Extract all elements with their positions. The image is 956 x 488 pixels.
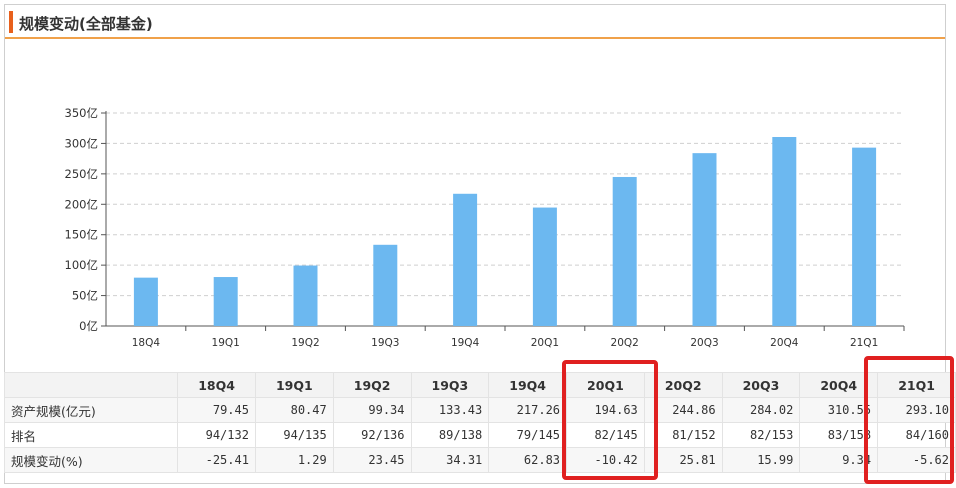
bar-19q1 bbox=[213, 277, 238, 326]
table-row: 规模变动(%) -25.41 1.29 23.45 34.31 62.83 -10.42 25… bbox=[3, 447, 956, 473]
panel-header: 规模变动(全部基金) bbox=[5, 5, 945, 39]
table-cell: 94/135 bbox=[254, 422, 334, 448]
row-label: 资产规模(亿元) bbox=[3, 397, 179, 423]
y-tick-label: 100亿 bbox=[65, 258, 98, 272]
table-cell: -5.62 bbox=[877, 447, 956, 473]
y-tick-label: 0亿 bbox=[79, 319, 98, 333]
x-tick-label: 19Q3 bbox=[371, 337, 399, 349]
column-header: 18Q4 bbox=[177, 372, 256, 398]
highlight-box-21q1 bbox=[864, 356, 954, 484]
table-cell: 89/138 bbox=[410, 422, 490, 448]
table-cell: 15.99 bbox=[721, 447, 801, 473]
bar-20q1 bbox=[532, 207, 557, 326]
table-cell: 62.83 bbox=[488, 447, 568, 473]
table-cell: -25.41 bbox=[177, 447, 256, 473]
bar-20q3 bbox=[692, 153, 717, 326]
y-tick-label: 150亿 bbox=[65, 228, 98, 242]
highlight-box-20q1 bbox=[562, 360, 658, 480]
table-cell: 79.45 bbox=[177, 397, 256, 423]
x-tick-label: 20Q3 bbox=[690, 337, 718, 349]
table-cell: 284.02 bbox=[721, 397, 801, 423]
header-accent-bar bbox=[9, 11, 13, 33]
table-cell: 84/160 bbox=[877, 422, 956, 448]
table-cell: 34.31 bbox=[410, 447, 490, 473]
column-header: 21Q1 bbox=[877, 372, 956, 398]
table-cell: 82/153 bbox=[721, 422, 801, 448]
column-header: 20Q1 bbox=[566, 372, 645, 398]
scale-data-table: 18Q4 19Q1 19Q2 19Q3 19Q4 20Q1 20Q2 20Q3 20Q4 21Q1… bbox=[3, 372, 956, 473]
column-header: 19Q3 bbox=[410, 372, 490, 398]
column-header: 19Q2 bbox=[332, 372, 412, 398]
x-tick-label: 20Q2 bbox=[611, 337, 639, 349]
table-row: 排名 94/132 94/135 92/136 89/138 79/145 82/145 81… bbox=[3, 422, 956, 448]
table-cell: 80.47 bbox=[254, 397, 334, 423]
bar-20q4 bbox=[772, 137, 797, 326]
panel-title: 规模变动(全部基金) bbox=[19, 15, 153, 33]
x-tick-label: 18Q4 bbox=[132, 337, 161, 349]
x-tick-label: 19Q2 bbox=[291, 337, 319, 349]
bar-21q1 bbox=[852, 147, 877, 326]
table-cell: 217.26 bbox=[488, 397, 568, 423]
table-cell: 133.43 bbox=[410, 397, 490, 423]
x-tick-label: 19Q1 bbox=[212, 337, 240, 349]
table-corner-cell bbox=[3, 372, 179, 398]
table-row: 资产规模(亿元) 79.45 80.47 99.34 133.43 217.26 194.6… bbox=[3, 397, 956, 423]
bar-18q4 bbox=[133, 277, 158, 326]
row-label: 规模变动(%) bbox=[3, 447, 179, 473]
column-header: 20Q3 bbox=[721, 372, 801, 398]
y-tick-label: 350亿 bbox=[65, 106, 98, 120]
bar-19q4 bbox=[453, 193, 478, 326]
table-cell: 94/132 bbox=[177, 422, 256, 448]
table-cell: 92/136 bbox=[332, 422, 412, 448]
bar-19q2 bbox=[293, 265, 318, 326]
bar-20q2 bbox=[612, 176, 637, 326]
table-cell: 194.63 bbox=[566, 397, 645, 423]
table-header-row: 18Q4 19Q1 19Q2 19Q3 19Q4 20Q1 20Q2 20Q3 20Q4 21Q1 bbox=[3, 372, 956, 398]
table-cell: 99.34 bbox=[332, 397, 412, 423]
table-cell: -10.42 bbox=[566, 447, 645, 473]
column-header: 19Q4 bbox=[488, 372, 568, 398]
table-cell: 1.29 bbox=[254, 447, 334, 473]
bar-19q3 bbox=[373, 244, 398, 326]
y-tick-label: 250亿 bbox=[65, 167, 98, 181]
x-tick-label: 20Q4 bbox=[770, 337, 799, 349]
x-tick-label: 20Q1 bbox=[531, 337, 559, 349]
scale-bar-chart: 0亿 50亿 100亿 150亿 200亿 250亿 300亿 350亿 18Q4 19Q1 19Q… bbox=[65, 106, 905, 349]
y-tick-label: 300亿 bbox=[65, 136, 98, 150]
x-tick-label: 21Q1 bbox=[850, 337, 878, 349]
row-label: 排名 bbox=[3, 422, 179, 448]
y-tick-label: 200亿 bbox=[65, 197, 98, 211]
table-cell: 23.45 bbox=[332, 447, 412, 473]
table-cell: 79/145 bbox=[488, 422, 568, 448]
column-header: 19Q1 bbox=[254, 372, 334, 398]
x-tick-label: 19Q4 bbox=[451, 337, 480, 349]
y-tick-label: 50亿 bbox=[72, 289, 98, 303]
